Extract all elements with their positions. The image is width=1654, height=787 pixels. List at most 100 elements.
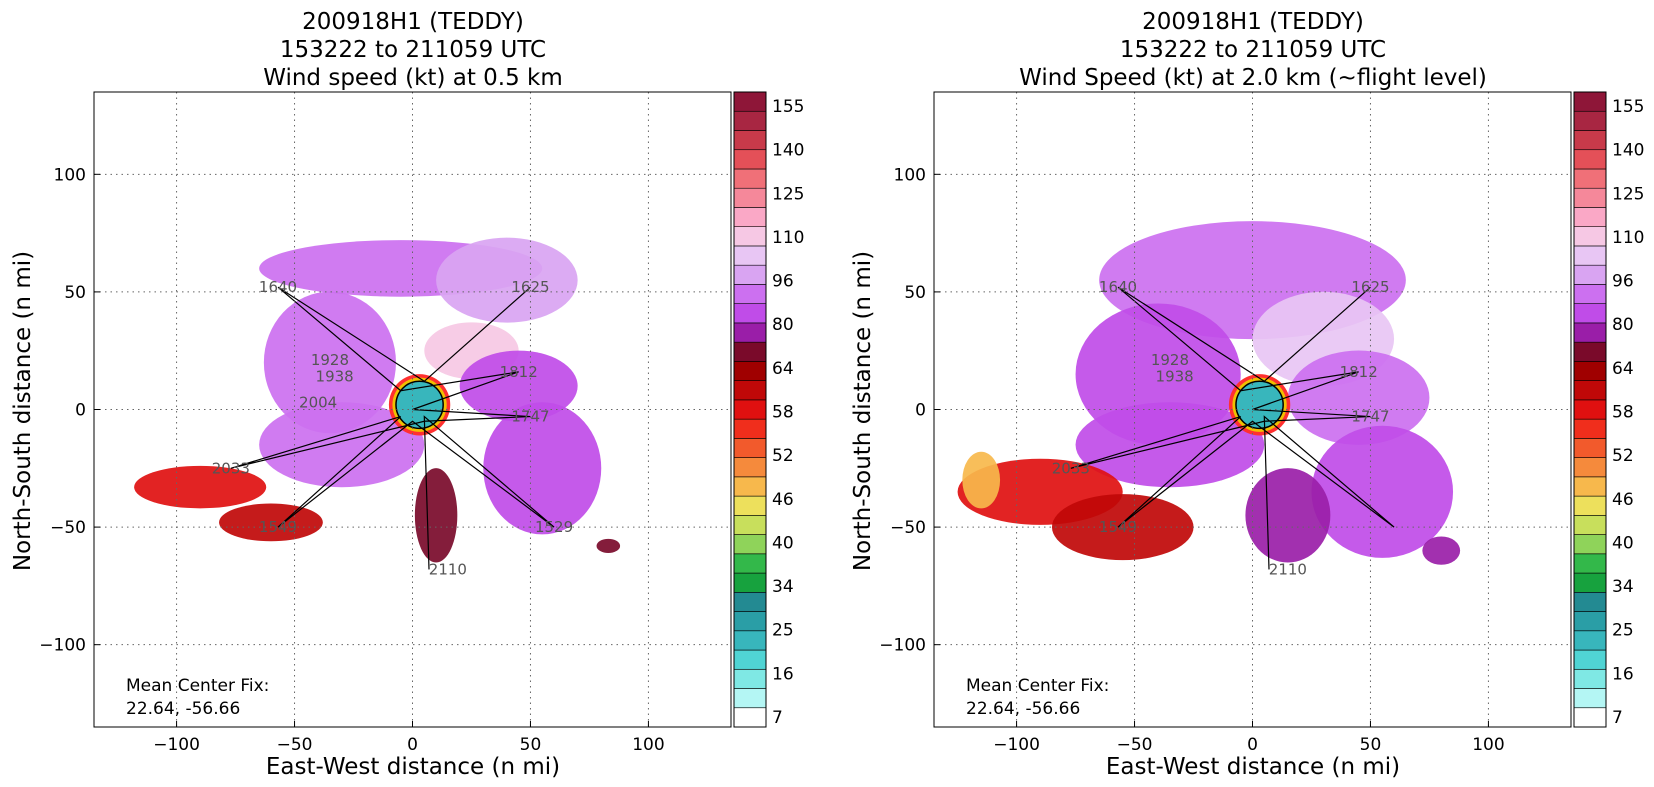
left-colorbar-bin-4 bbox=[733, 630, 767, 651]
right-time-label-7: 1549 bbox=[1099, 518, 1137, 536]
right-colorbar-bin-18 bbox=[1573, 361, 1607, 381]
right-title-line2: 153222 to 211059 UTC bbox=[1120, 37, 1386, 63]
right-xtick-label-3: 50 bbox=[1360, 735, 1382, 755]
right-time-label-0: 1625 bbox=[1351, 278, 1389, 296]
right-colorbar-tick-0: 155 bbox=[1612, 97, 1644, 117]
left-colorbar-bin-14 bbox=[733, 438, 767, 458]
left-time-label-2: 1928 bbox=[311, 351, 349, 369]
right-center-fix-value: 22.64, -56.66 bbox=[966, 699, 1080, 719]
left-colorbar-bin-12 bbox=[733, 476, 767, 497]
left-colorbar-bin-16 bbox=[733, 399, 767, 420]
right-xtick-label-0: −100 bbox=[993, 735, 1040, 755]
left-colorbar-tick-8: 52 bbox=[772, 446, 794, 466]
right-panel-wind-2-0km: 200918H1 (TEDDY) 153222 to 211059 UTC Wi… bbox=[850, 9, 1644, 780]
left-xlabel: East-West distance (n mi) bbox=[266, 754, 560, 780]
right-colorbar-tick-7: 58 bbox=[1612, 403, 1634, 423]
left-colorbar-tick-2: 125 bbox=[772, 184, 804, 204]
left-colorbar-bin-27 bbox=[733, 187, 767, 208]
right-colorbar-bin-9 bbox=[1573, 534, 1607, 555]
right-colorbar-bin-32 bbox=[1573, 91, 1607, 112]
right-colorbar-bin-8 bbox=[1573, 553, 1607, 574]
left-colorbar-bin-15 bbox=[733, 418, 767, 439]
right-colorbar-bin-6 bbox=[1573, 592, 1607, 612]
right-xtick-label-4: 100 bbox=[1472, 735, 1504, 755]
left-colorbar-tick-0: 155 bbox=[772, 97, 804, 117]
left-colorbar-bin-2 bbox=[733, 668, 767, 689]
left-ylabel: North-South distance (n mi) bbox=[10, 251, 36, 571]
left-colorbar-bin-11 bbox=[733, 495, 767, 516]
right-colorbar-bin-1 bbox=[1573, 688, 1607, 709]
left-colorbar-bin-8 bbox=[733, 553, 767, 574]
right-colorbar-bin-22 bbox=[1573, 284, 1607, 304]
right-colorbar-bin-20 bbox=[1573, 322, 1607, 343]
left-wind-region-6 bbox=[483, 402, 602, 535]
left-wind-region-7 bbox=[414, 468, 458, 563]
right-wind-region-6 bbox=[1245, 468, 1331, 563]
right-colorbar-frame bbox=[1573, 91, 1607, 728]
left-colorbar-bin-3 bbox=[733, 649, 767, 670]
left-colorbar-bin-22 bbox=[733, 284, 767, 304]
right-title-line3: Wind Speed (kt) at 2.0 km (~flight level… bbox=[1019, 65, 1487, 91]
left-colorbar-bin-0 bbox=[733, 707, 767, 728]
right-colorbar-bin-5 bbox=[1573, 611, 1607, 632]
right-colorbar-bin-11 bbox=[1573, 495, 1607, 516]
right-flight-track bbox=[1070, 286, 1395, 570]
left-colorbar-tick-10: 40 bbox=[772, 533, 794, 553]
left-time-label-7: 2033 bbox=[212, 459, 250, 477]
left-colorbar-bin-7 bbox=[733, 572, 767, 593]
left-panel-wind-0-5km: 200918H1 (TEDDY) 153222 to 211059 UTC Wi… bbox=[10, 9, 804, 780]
left-wind-region-8 bbox=[134, 465, 267, 509]
left-colorbar-bin-24 bbox=[733, 245, 767, 266]
left-colorbar-bin-25 bbox=[733, 226, 767, 247]
right-colorbar-bin-25 bbox=[1573, 226, 1607, 247]
right-time-label-5: 1747 bbox=[1351, 408, 1389, 426]
left-colorbar-bin-1 bbox=[733, 688, 767, 709]
left-wind-field bbox=[134, 237, 621, 570]
right-colorbar-bin-14 bbox=[1573, 438, 1607, 458]
left-colorbar-bin-31 bbox=[733, 110, 767, 131]
left-ytick-label-3: 50 bbox=[64, 283, 86, 303]
left-center-fix-value: 22.64, -56.66 bbox=[126, 699, 240, 719]
right-colorbar-bin-10 bbox=[1573, 515, 1607, 535]
left-wind-region-2 bbox=[263, 291, 396, 434]
right-colorbar-bin-21 bbox=[1573, 303, 1607, 324]
right-ylabel: North-South distance (n mi) bbox=[850, 251, 876, 571]
right-time-label-8: 2110 bbox=[1269, 560, 1307, 578]
left-wind-region-1 bbox=[436, 237, 578, 323]
left-colorbar-bin-10 bbox=[733, 515, 767, 535]
right-colorbar-tick-12: 25 bbox=[1612, 621, 1634, 641]
left-center-fix-label: Mean Center Fix: bbox=[126, 676, 269, 696]
left-ytick-label-0: −100 bbox=[39, 636, 86, 656]
right-colorbar-bin-15 bbox=[1573, 418, 1607, 439]
left-colorbar-tick-14: 7 bbox=[772, 708, 783, 728]
right-colorbar-bin-3 bbox=[1573, 649, 1607, 670]
left-flight-track bbox=[230, 286, 555, 570]
left-colorbar-bin-13 bbox=[733, 457, 767, 478]
left-colorbar-bin-28 bbox=[733, 168, 767, 189]
left-colorbar-bin-29 bbox=[733, 149, 767, 170]
left-wind-region-10 bbox=[596, 538, 621, 553]
right-colorbar-tick-9: 46 bbox=[1612, 490, 1634, 510]
left-time-label-8: 1549 bbox=[259, 518, 297, 536]
right-colorbar-tick-14: 7 bbox=[1612, 708, 1623, 728]
right-time-label-3: 1938 bbox=[1156, 368, 1194, 386]
left-colorbar-tick-11: 34 bbox=[772, 577, 794, 597]
right-colorbar-bin-23 bbox=[1573, 264, 1607, 285]
right-colorbar-tick-2: 125 bbox=[1612, 184, 1644, 204]
left-time-label-10: 2110 bbox=[429, 560, 467, 578]
right-colorbar-bin-26 bbox=[1573, 207, 1607, 227]
right-colorbar-tick-10: 40 bbox=[1612, 533, 1634, 553]
left-ytick-label-1: −50 bbox=[50, 518, 86, 538]
right-time-label-2: 1928 bbox=[1151, 351, 1189, 369]
right-colorbar-tick-11: 34 bbox=[1612, 577, 1634, 597]
left-colorbar-tick-12: 25 bbox=[772, 621, 794, 641]
right-colorbar-bin-31 bbox=[1573, 110, 1607, 131]
left-title-line1: 200918H1 (TEDDY) bbox=[302, 9, 524, 35]
left-title-line3: Wind speed (kt) at 0.5 km bbox=[263, 65, 563, 91]
right-ytick-label-2: 0 bbox=[915, 401, 926, 421]
right-colorbar-bin-13 bbox=[1573, 457, 1607, 478]
left-colorbar-tick-9: 46 bbox=[772, 490, 794, 510]
left-xtick-label-2: 0 bbox=[407, 735, 418, 755]
left-colorbar-bin-5 bbox=[733, 611, 767, 632]
left-colorbar-bin-21 bbox=[733, 303, 767, 324]
